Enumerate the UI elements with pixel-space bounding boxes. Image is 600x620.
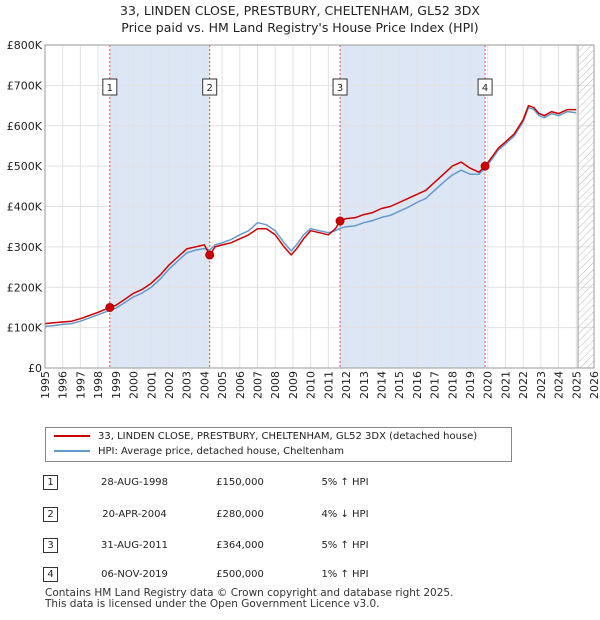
sale-marker-box	[202, 78, 218, 96]
sale-hpi-diff: 5% ↑ HPI	[321, 477, 369, 488]
sale-date: 20-APR-2004	[102, 509, 167, 520]
x-tick-label: 2001	[145, 371, 158, 399]
legend-item-hpi: HPI: Average price, detached house, Chel…	[54, 445, 344, 459]
sale-price: £280,000	[216, 509, 264, 520]
legend-item-property: 33, LINDEN CLOSE, PRESTBURY, CHELTENHAM,…	[54, 430, 477, 444]
table-row: 1 28-AUG-1998 £150,000 5% ↑ HPI	[0, 474, 600, 492]
y-tick-label: £300K	[7, 241, 43, 254]
sale-date: 06-NOV-2019	[101, 569, 168, 580]
price-chart: 1 2 3 4 £0 £100K £200K £300K £400K £500K £600K £700…	[7, 39, 600, 399]
x-tick-label: 2000	[128, 371, 141, 399]
sale-marker-box	[477, 78, 493, 96]
x-tick-label: 1997	[74, 371, 87, 399]
x-tick-label: 2020	[482, 371, 495, 399]
sale-marker-box	[332, 78, 348, 96]
x-tick-label: 2004	[198, 371, 211, 399]
y-tick-label: £500K	[7, 160, 43, 173]
x-tick-label: 2018	[446, 371, 459, 399]
sale-number: 1	[43, 475, 58, 490]
x-tick-label: 2026	[588, 371, 600, 399]
sale-date: 28-AUG-1998	[100, 477, 169, 488]
hpi-line	[44, 106, 577, 328]
legend-swatch-property	[54, 435, 90, 437]
x-tick-label: 2023	[535, 371, 548, 399]
sale-point	[480, 161, 490, 171]
sale-price: £500,000	[216, 569, 264, 580]
title-line-2: Price paid vs. HM Land Registry's House …	[121, 20, 479, 35]
x-tick-label: 2007	[252, 371, 265, 399]
x-tick-label: 2013	[358, 371, 371, 399]
footer-licence: This data is licensed under the Open Gov…	[45, 598, 380, 610]
y-tick-label: £0	[28, 362, 42, 375]
y-tick-label: £400K	[7, 201, 43, 214]
sale-hpi-diff: 1% ↑ HPI	[321, 569, 369, 580]
x-tick-label: 2017	[429, 371, 442, 399]
sale-price: £364,000	[216, 540, 264, 551]
x-tick-label: 1996	[57, 371, 70, 399]
y-tick-label: £200K	[7, 281, 43, 294]
table-row: 2 20-APR-2004 £280,000 4% ↓ HPI	[0, 506, 600, 524]
legend-label-hpi: HPI: Average price, detached house, Chel…	[98, 446, 344, 457]
legend: 33, LINDEN CLOSE, PRESTBURY, CHELTENHAM,…	[45, 427, 512, 462]
sale-hpi-diff: 5% ↑ HPI	[321, 540, 369, 551]
x-tick-label: 2010	[305, 371, 318, 399]
x-tick-label: 2006	[234, 371, 247, 399]
footer-copyright: Contains HM Land Registry data © Crown c…	[45, 587, 454, 599]
sale-date: 31-AUG-2011	[100, 540, 169, 551]
forecast-hatch	[578, 45, 594, 368]
title-line-1: 33, LINDEN CLOSE, PRESTBURY, CHELTENHAM,…	[120, 3, 480, 18]
sale-marker-label: 2	[207, 83, 213, 94]
sale-number: 4	[43, 567, 58, 582]
x-tick-label: 2002	[163, 371, 176, 399]
x-tick-label: 1995	[39, 371, 52, 399]
x-tick-label: 2015	[393, 371, 406, 399]
x-tick-label: 2014	[375, 371, 388, 399]
legend-label-property: 33, LINDEN CLOSE, PRESTBURY, CHELTENHAM,…	[98, 431, 478, 442]
legend-swatch-hpi	[54, 450, 90, 452]
x-tick-label: 2022	[517, 371, 530, 399]
property-price-line	[44, 104, 577, 325]
x-tick-label: 2005	[216, 371, 229, 399]
x-tick-label: 1998	[92, 371, 105, 399]
x-tick-label: 2016	[411, 371, 424, 399]
y-tick-label: £100K	[7, 322, 43, 335]
x-tick-label: 2024	[553, 371, 566, 399]
x-tick-label: 2025	[570, 371, 583, 399]
sale-point	[335, 216, 345, 226]
sale-marker-label: 4	[482, 83, 488, 94]
sale-marker-label: 1	[107, 83, 113, 94]
x-tick-label: 2019	[464, 371, 477, 399]
plot-frame	[44, 44, 595, 369]
sale-number: 3	[43, 538, 58, 553]
sale-marker-label: 3	[337, 83, 343, 94]
sale-price: £150,000	[216, 477, 264, 488]
sale-hpi-diff: 4% ↓ HPI	[321, 509, 369, 520]
sale-point	[105, 302, 115, 312]
x-tick-label: 2012	[340, 371, 353, 399]
x-tick-label: 2003	[181, 371, 194, 399]
sale-marker-box	[102, 78, 118, 96]
sale-number: 2	[43, 507, 58, 522]
x-tick-label: 2011	[322, 371, 335, 399]
y-tick-label: £800K	[7, 39, 43, 52]
sale-point	[205, 250, 215, 260]
y-tick-label: £700K	[7, 79, 43, 92]
x-tick-label: 1999	[110, 371, 123, 399]
x-tick-label: 2021	[499, 371, 512, 399]
x-tick-label: 2008	[269, 371, 282, 399]
x-tick-label: 2009	[287, 371, 300, 399]
table-row: 4 06-NOV-2019 £500,000 1% ↑ HPI	[0, 566, 600, 584]
footer: Contains HM Land Registry data © Crown c…	[45, 588, 453, 610]
y-tick-label: £600K	[7, 120, 43, 133]
chart-title: 33, LINDEN CLOSE, PRESTBURY, CHELTENHAM,…	[0, 2, 600, 36]
table-row: 3 31-AUG-2011 £364,000 5% ↑ HPI	[0, 537, 600, 555]
